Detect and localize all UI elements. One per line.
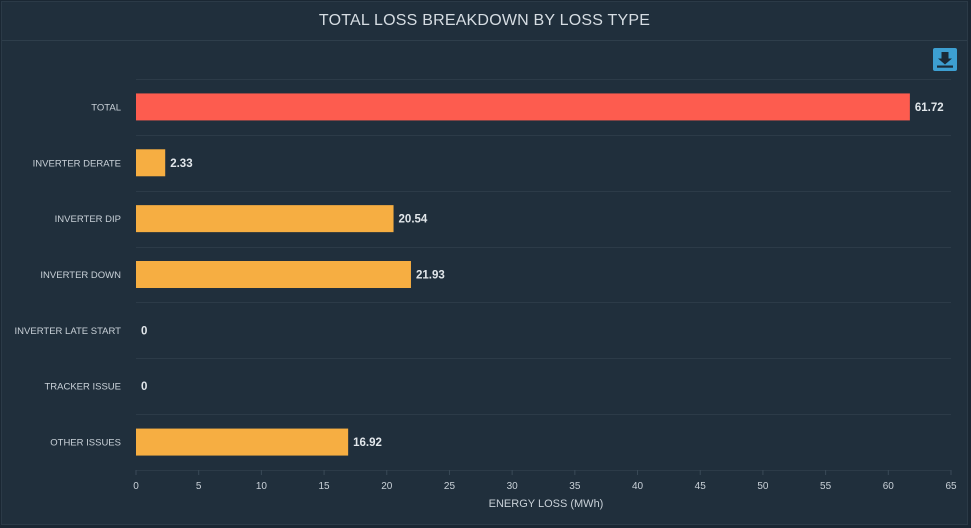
chart-title: TOTAL LOSS BREAKDOWN BY LOSS TYPE	[318, 12, 651, 29]
x-tick-label: 0	[133, 481, 139, 492]
x-tick-label: 35	[569, 481, 581, 492]
category-label: INVERTER DOWN	[40, 270, 121, 281]
x-tick-label: 25	[444, 481, 456, 492]
data-label: 0	[141, 325, 147, 337]
bar[interactable]	[136, 428, 349, 456]
category-label: TOTAL	[91, 102, 121, 113]
bar[interactable]	[136, 205, 394, 233]
data-label: 0	[141, 381, 147, 393]
x-tick-label: 5	[196, 481, 202, 492]
category-label: OTHER ISSUES	[50, 438, 121, 449]
x-tick-label: 15	[319, 481, 331, 492]
category-label: TRACKER ISSUE	[44, 382, 121, 393]
x-tick-label: 45	[695, 481, 707, 492]
data-label: 20.54	[399, 214, 428, 226]
bar[interactable]	[136, 149, 166, 177]
x-tick-label: 50	[757, 481, 769, 492]
data-label: 2.33	[170, 158, 192, 170]
bar[interactable]	[136, 93, 910, 121]
chart-labels: 0 5 10 15 20 25 30 35 40 45 50 55 60 65 TOTAL 61.72 INVE…	[15, 102, 957, 492]
category-label: INVERTER LATE START	[15, 326, 122, 337]
chart-grid	[135, 79, 952, 475]
chart-bars	[136, 93, 910, 456]
x-tick-label: 65	[945, 481, 957, 492]
x-tick-label: 60	[883, 481, 895, 492]
download-button[interactable]	[933, 48, 957, 71]
x-tick-label: 40	[632, 481, 644, 492]
x-tick-label: 10	[256, 481, 268, 492]
data-label: 21.93	[416, 270, 445, 282]
category-label: INVERTER DERATE	[33, 158, 121, 169]
x-tick-label: 30	[507, 481, 519, 492]
x-axis-title: ENERGY LOSS (MWh)	[489, 498, 604, 510]
panel-header: TOTAL LOSS BREAKDOWN BY LOSS TYPE	[2, 2, 967, 41]
x-tick-label: 20	[381, 481, 393, 492]
data-label: 16.92	[353, 437, 382, 449]
data-label: 61.72	[915, 102, 944, 114]
bar[interactable]	[136, 261, 411, 288]
download-icon	[937, 52, 953, 68]
category-label: INVERTER DIP	[55, 214, 121, 225]
x-tick-label: 55	[820, 481, 832, 492]
